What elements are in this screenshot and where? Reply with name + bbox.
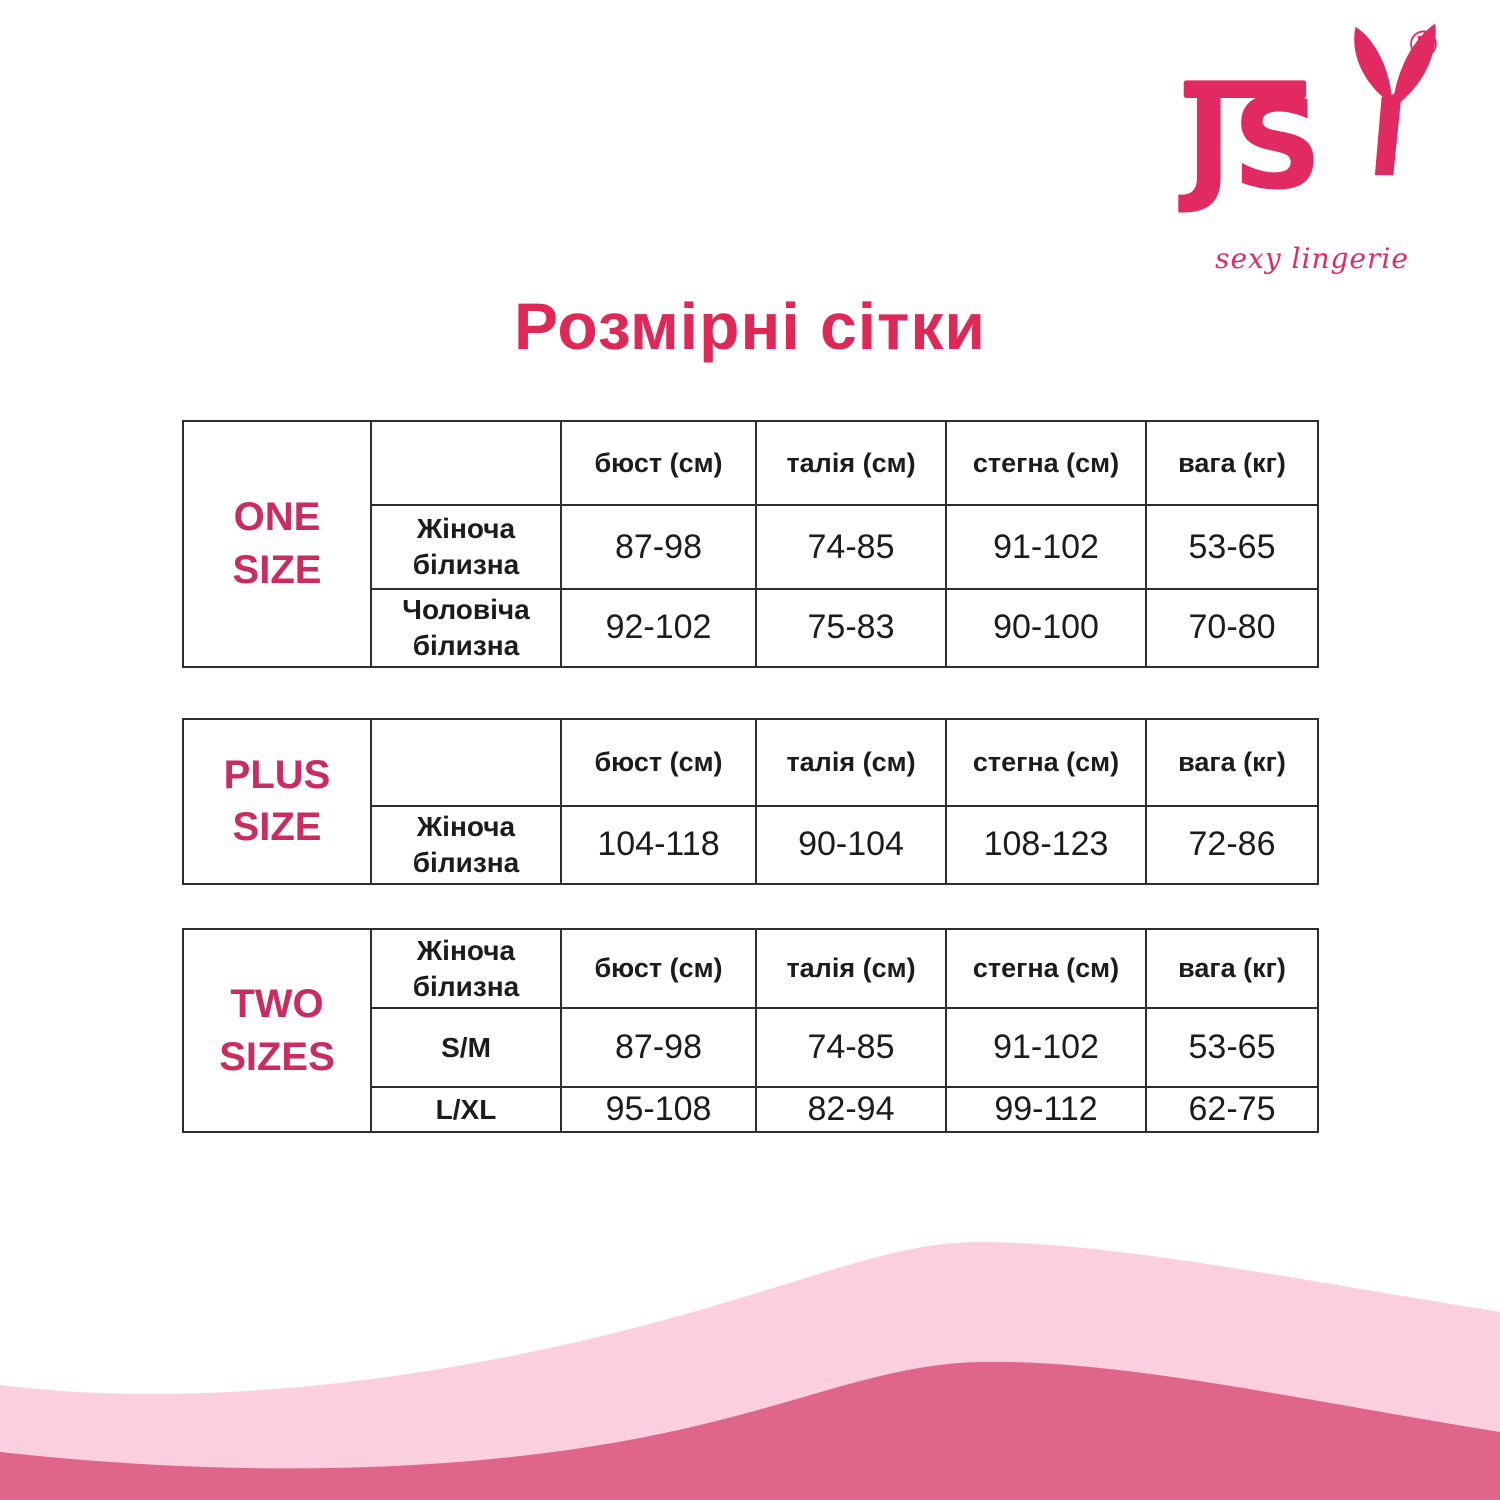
table-row: L/XL 95-108 82-94 99-112 62-75 [183,1086,1319,1133]
column-header: вага (кг) [1145,718,1319,807]
row-name: L/XL [370,1086,562,1133]
measurement-value: 53-65 [1145,1007,1319,1088]
measurement-value: 53-65 [1145,504,1319,590]
logo-tagline: sexy lingerie [1215,242,1409,275]
table-row: Жіноча білизна 87-98 74-85 91-102 53-65 [183,504,1319,590]
logo-y-stem [1374,92,1402,176]
measurement-value: 82-94 [755,1086,947,1133]
measurement-value: 87-98 [560,1007,757,1088]
size-table-two-sizes: TWO SIZES Жіноча білизна бюст (см) талія (с… [182,928,1319,1133]
measurement-value: 95-108 [560,1086,757,1133]
column-header: талія (см) [755,928,947,1009]
row-name: Жіноча білизна [370,805,562,885]
size-table: ONE SIZE бюст (см) талія (см) стегна (см) ва… [182,420,1319,668]
column-header: стегна (см) [945,420,1147,506]
column-header: стегна (см) [945,928,1147,1009]
table-label: ONE SIZE [182,420,372,668]
header-row: PLUS SIZE бюст (см) талія (см) стегна (см) в… [182,718,1319,885]
column-header: стегна (см) [945,718,1147,807]
row-name: Чоловіча білизна [370,588,562,668]
header-row: ONE SIZE бюст (см) талія (см) стегна (см) ва… [182,420,1319,668]
brand-logo: JS ® sexy lingerie [1156,20,1468,275]
corner-cell: Жіноча білизна [370,928,562,1009]
page-title: Розмірні сітки [514,289,986,363]
column-header: бюст (см) [560,718,757,807]
measurement-value: 91-102 [945,504,1147,590]
measurement-value: 90-104 [755,805,947,885]
decorative-waves [0,1242,1500,1500]
logo-letters: JS [1177,71,1322,218]
measurement-value: 75-83 [755,588,947,668]
measurement-value: 90-100 [945,588,1147,668]
size-table: PLUS SIZE бюст (см) талія (см) стегна (см) в… [182,718,1319,885]
measurement-value: 74-85 [755,1007,947,1088]
table-row: Чоловіча білизна 92-102 75-83 90-100 70-80 [183,588,1319,668]
measurement-value: 104-118 [560,805,757,885]
corner-cell [370,718,562,807]
measurement-value: 91-102 [945,1007,1147,1088]
measurement-value: 62-75 [1145,1086,1319,1133]
column-header: талія (см) [755,718,947,807]
row-name: Жіноча білизна [370,504,562,590]
measurement-value: 72-86 [1145,805,1319,885]
measurement-value: 70-80 [1145,588,1319,668]
logo-j-bar [1183,80,1307,98]
column-header: вага (кг) [1145,928,1319,1009]
column-header: талія (см) [755,420,947,506]
row-name: S/M [370,1007,562,1088]
logo-leaf-right-icon [1393,23,1436,104]
jsy-logo-icon: JS ® [1177,23,1442,218]
corner-cell [370,420,562,506]
header-row: TWO SIZES Жіноча білизна бюст (см) талія (с… [182,928,1319,1133]
column-header: бюст (см) [560,928,757,1009]
column-header: бюст (см) [560,420,757,506]
size-table-one-size: ONE SIZE бюст (см) талія (см) стегна (см) ва… [182,420,1319,668]
measurement-value: 74-85 [755,504,947,590]
table-row: S/M 87-98 74-85 91-102 53-65 [183,1007,1319,1088]
logo-leaf-left-icon [1354,26,1392,99]
size-table: TWO SIZES Жіноча білизна бюст (см) талія (с… [182,928,1319,1133]
measurement-value: 92-102 [560,588,757,668]
measurement-value: 99-112 [945,1086,1147,1133]
measurement-value: 87-98 [560,504,757,590]
column-header: вага (кг) [1145,420,1319,506]
registered-mark: ® [1405,23,1442,66]
measurement-value: 108-123 [945,805,1147,885]
table-label: TWO SIZES [182,928,372,1133]
table-label: PLUS SIZE [182,718,372,885]
wave-dark [0,1361,1500,1500]
size-table-plus-size: PLUS SIZE бюст (см) талія (см) стегна (см) в… [182,718,1319,885]
table-row: Жіноча білизна 104-118 90-104 108-123 72-86 [183,805,1319,885]
